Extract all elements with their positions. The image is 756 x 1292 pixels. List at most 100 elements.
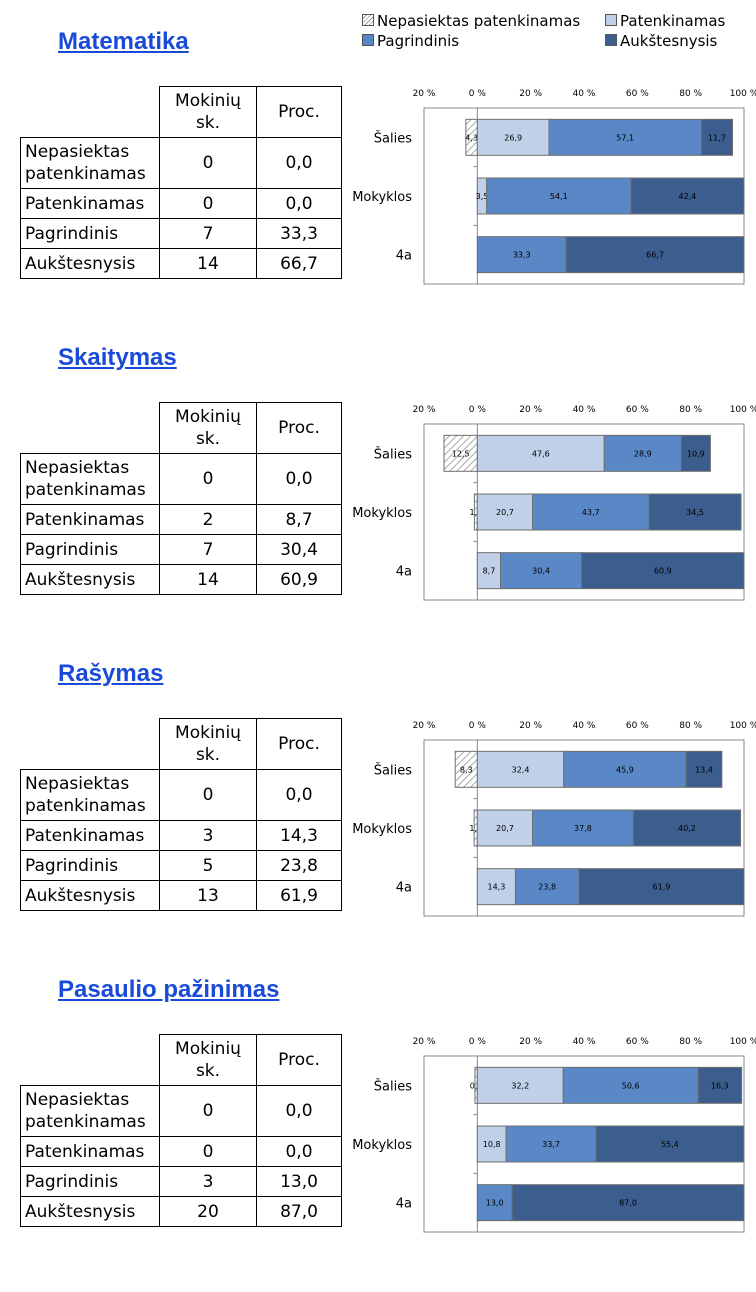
x-tick-label: 100 % <box>730 1037 756 1047</box>
table-row: Aukštesnysis 20 87,0 <box>20 1196 342 1227</box>
x-tick-label: 20 % <box>413 721 436 731</box>
data-label: 12,5 <box>452 449 470 458</box>
bar-segment <box>648 493 742 531</box>
data-label: 50,6 <box>622 1081 640 1090</box>
data-label: 32,2 <box>511 1081 529 1090</box>
row-pct: 60,9 <box>256 564 342 595</box>
category-label: Mokyklos <box>352 506 412 521</box>
row-label: Nepasiektas patenkinamas <box>20 137 160 189</box>
row-pct: 0,0 <box>256 137 342 189</box>
x-tick-label: 100 % <box>730 721 756 731</box>
table-corner <box>20 718 160 770</box>
hatch-swatch-icon <box>362 14 374 26</box>
row-label-line1: Nepasiektas <box>25 1090 130 1110</box>
x-tick-label: 0 % <box>469 89 487 99</box>
legend-item-nepasiektas: Nepasiektas patenkinamas <box>362 12 580 30</box>
row-label-line2: patenkinamas <box>25 796 146 816</box>
data-label: 45,9 <box>616 765 634 774</box>
x-tick-label: 80 % <box>679 1037 702 1047</box>
bar-segment <box>476 750 565 788</box>
category-label: Šalies <box>374 762 412 778</box>
category-label: Mokyklos <box>352 822 412 837</box>
row-count: 0 <box>159 769 257 821</box>
data-label: 0,9 <box>470 1081 483 1090</box>
table-corner <box>20 402 160 454</box>
row-label: Nepasiektas patenkinamas <box>20 769 160 821</box>
table-corner <box>20 1034 160 1086</box>
data-label: 26,9 <box>504 133 522 142</box>
row-label-line2: patenkinamas <box>25 480 146 500</box>
bar-segment <box>532 809 634 847</box>
table-row: Aukštesnysis 13 61,9 <box>20 880 342 911</box>
bar-segment <box>486 177 632 215</box>
legend-item-patenkinamas: Patenkinamas <box>605 12 725 30</box>
category-label: 4a <box>396 249 412 264</box>
data-label: 20,7 <box>496 508 514 517</box>
data-label: 33,3 <box>513 251 531 260</box>
bar-segment <box>476 1066 564 1104</box>
row-label: Aukštesnysis <box>20 564 160 595</box>
x-tick-label: 80 % <box>679 405 702 415</box>
section-title-link[interactable]: Skaitymas <box>58 344 177 371</box>
x-tick-label: 0 % <box>469 721 487 731</box>
section-pasaulio-pazinimas: Pasaulio pažinimas Mokinių sk. Proc. Nepa… <box>0 976 756 1292</box>
data-label: 30,4 <box>532 567 550 576</box>
bar-segment <box>532 493 650 531</box>
x-tick-label: 0 % <box>469 1037 487 1047</box>
data-label: 14,3 <box>487 883 505 892</box>
row-pct: 30,4 <box>256 534 342 565</box>
table-row: Nepasiektas patenkinamas 0 0,0 <box>20 453 342 505</box>
row-count: 5 <box>159 850 257 881</box>
row-count: 13 <box>159 880 257 911</box>
row-count: 0 <box>159 1085 257 1137</box>
header-count-line2: sk. <box>195 113 221 133</box>
table-row: Patenkinamas 3 14,3 <box>20 820 342 851</box>
header-pct: Proc. <box>256 718 342 770</box>
row-pct: 0,0 <box>256 453 342 505</box>
category-label: Mokyklos <box>352 1138 412 1153</box>
x-tick-label: 100 % <box>730 405 756 415</box>
data-label: 8,7 <box>483 567 496 576</box>
row-count: 14 <box>159 564 257 595</box>
header-count-line2: sk. <box>195 1061 221 1081</box>
x-tick-label: 40 % <box>573 721 596 731</box>
x-tick-label: 80 % <box>679 721 702 731</box>
legend-label: Pagrindinis <box>377 32 460 50</box>
category-label: 4a <box>396 565 412 580</box>
data-label: 10,8 <box>483 1140 501 1149</box>
data-label: 47,6 <box>532 449 550 458</box>
stacked-bar-chart: 20 % 0 % 20 % 40 % 60 % 80 % 100 % Šalies 0,9 32,… <box>352 1037 756 1233</box>
category-label: 4a <box>396 881 412 896</box>
x-tick-label: 20 % <box>519 1037 542 1047</box>
row-label-line1: Nepasiektas <box>25 458 130 478</box>
row-count: 7 <box>159 218 257 249</box>
row-count: 0 <box>159 1136 257 1167</box>
row-label: Pagrindinis <box>20 218 160 249</box>
section-title-link[interactable]: Rašymas <box>58 660 164 687</box>
data-label: 32,4 <box>512 765 530 774</box>
header-pct: Proc. <box>256 402 342 454</box>
mid-blue-swatch-icon <box>362 34 374 46</box>
header-count-line1: Mokinių <box>175 91 241 111</box>
table-row: Patenkinamas 2 8,7 <box>20 504 342 535</box>
bar-segment <box>680 434 711 472</box>
bar-segment <box>476 493 534 531</box>
x-tick-label: 20 % <box>519 89 542 99</box>
bar-segment <box>697 1066 743 1104</box>
results-table: Mokinių sk. Proc. Nepasiektas patenkinamas… <box>20 86 342 279</box>
bar-segment <box>632 809 742 847</box>
bar-segment <box>548 118 702 156</box>
data-label: 66,7 <box>646 251 664 260</box>
section-title-link[interactable]: Pasaulio pažinimas <box>58 976 280 1003</box>
header-count: Mokinių sk. <box>159 1034 257 1086</box>
data-label: 20,7 <box>496 824 514 833</box>
section-title-link[interactable]: Matematika <box>58 28 189 55</box>
table-row: Pagrindinis 7 30,4 <box>20 534 342 565</box>
row-label: Pagrindinis <box>20 850 160 881</box>
data-label: 10,9 <box>687 449 705 458</box>
results-table: Mokinių sk. Proc. Nepasiektas patenkinamas… <box>20 402 342 595</box>
dark-blue-swatch-icon <box>605 34 617 46</box>
row-label: Aukštesnysis <box>20 880 160 911</box>
bar-segment <box>476 1184 513 1222</box>
row-label-line1: Nepasiektas <box>25 142 130 162</box>
